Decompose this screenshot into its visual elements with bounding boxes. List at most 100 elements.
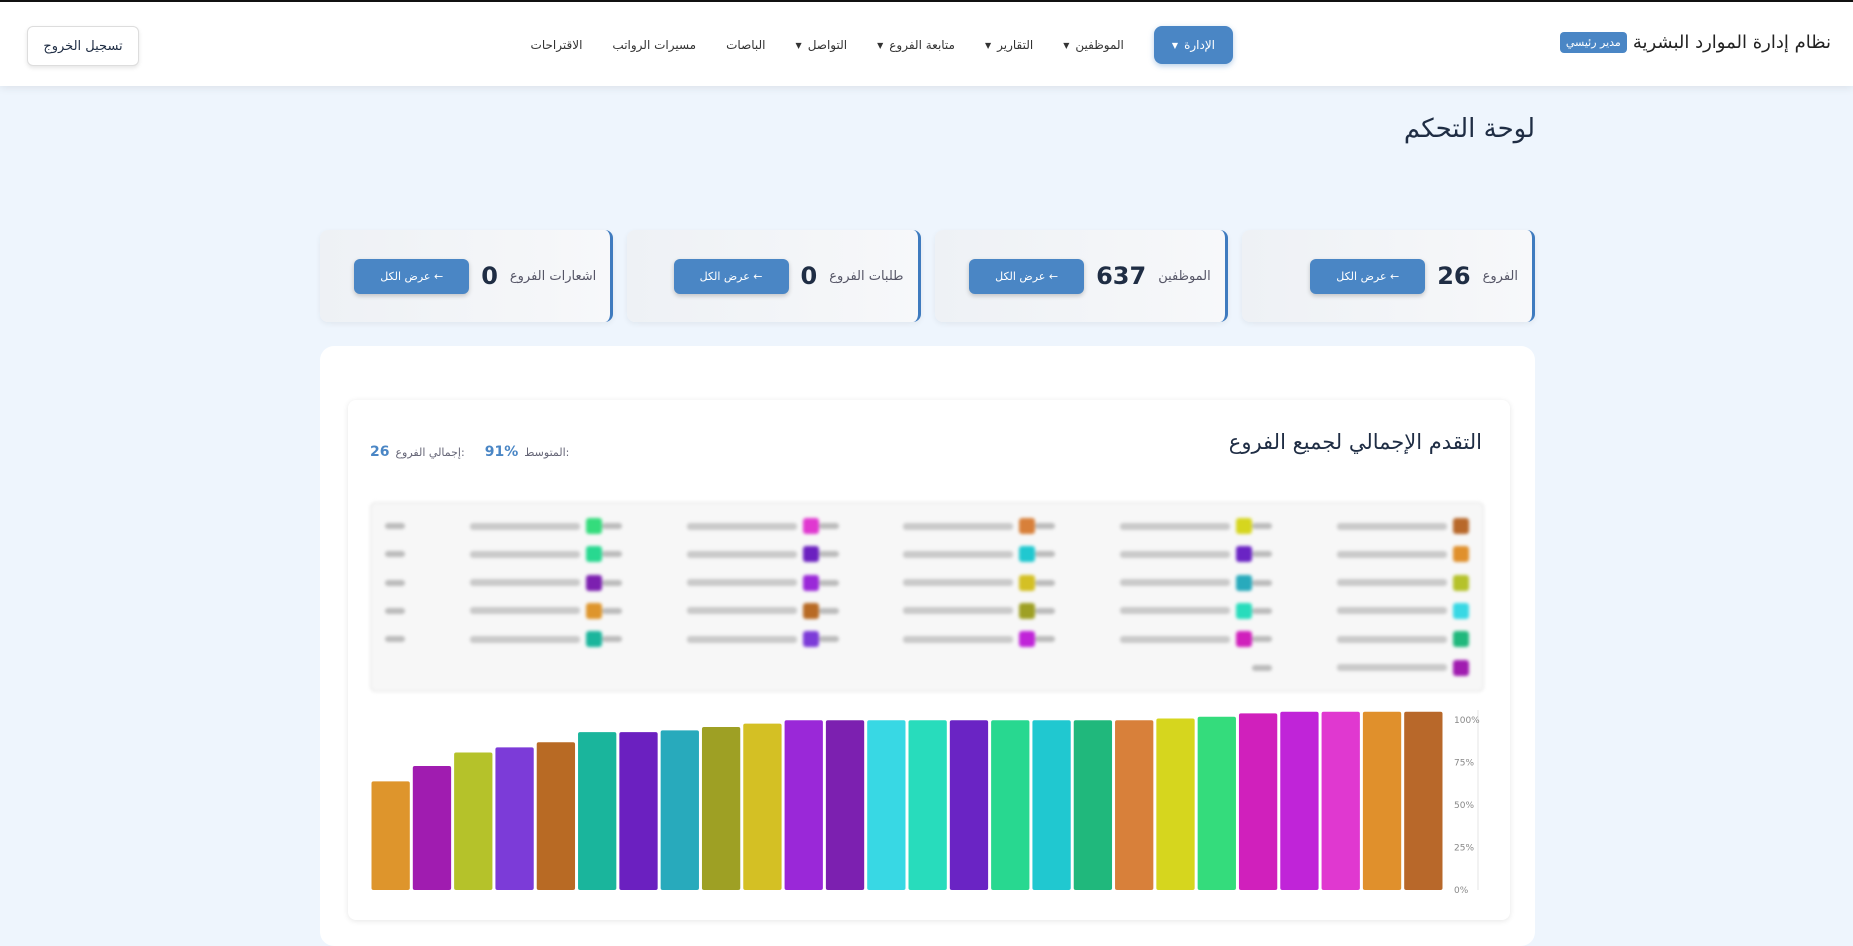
bar[interactable] [1156, 718, 1195, 890]
bar[interactable] [412, 766, 452, 890]
nav-item[interactable]: الموظفين ▼ [1063, 38, 1124, 52]
view-all-button[interactable]: عرض الكل ← [969, 258, 1085, 294]
average-label: المتوسط: [524, 445, 570, 459]
bar[interactable] [1115, 720, 1154, 890]
bar[interactable] [701, 726, 741, 890]
stat-card: طلبات الفروع 0 عرض الكل ← [627, 230, 921, 322]
bar[interactable] [743, 723, 782, 890]
bar[interactable] [949, 720, 989, 890]
nav-item-label: التقارير [997, 38, 1034, 52]
legend-item [385, 574, 602, 592]
nav-item[interactable]: التواصل ▼ [796, 38, 848, 52]
legend-swatch [1019, 631, 1036, 648]
bar[interactable] [495, 747, 534, 890]
y-tick-label: 25% [1454, 844, 1474, 854]
legend-item [1035, 517, 1253, 535]
main-panel: التقدم الإجمالي لجميع الفروع 26 إجمالي ا… [320, 346, 1535, 946]
legend-text-blurred [1120, 635, 1231, 643]
bar[interactable] [991, 720, 1030, 890]
legend-text-blurred [686, 579, 797, 587]
bar[interactable] [825, 720, 865, 890]
legend-item [818, 545, 1036, 563]
legend-item [385, 517, 602, 535]
nav-item[interactable]: الباصات [726, 38, 765, 52]
legend-text-blurred [1120, 522, 1231, 530]
nav-item-label: الإدارة [1184, 38, 1215, 52]
stat-card: اشعارات الفروع 0 عرض الكل ← [320, 230, 614, 322]
legend-swatch [1019, 602, 1036, 619]
bar[interactable] [1073, 720, 1113, 890]
legend-text-blurred [1120, 550, 1231, 558]
legend-item [601, 574, 819, 592]
legend-item [818, 602, 1036, 620]
bar[interactable] [578, 732, 617, 890]
legend-swatch [802, 574, 819, 591]
legend-percent-blurred [1252, 636, 1273, 643]
nav-item-label: الموظفين [1075, 38, 1124, 52]
legend-percent-blurred [1035, 607, 1056, 614]
bar[interactable] [1032, 720, 1071, 890]
legend-percent-blurred [1252, 607, 1273, 614]
bar[interactable] [1238, 713, 1278, 890]
bar[interactable] [784, 720, 823, 890]
bar[interactable] [867, 720, 906, 890]
legend-swatch [585, 546, 602, 563]
legend-item [1252, 602, 1469, 620]
bar[interactable] [660, 730, 699, 890]
legend-percent-blurred [385, 636, 405, 643]
legend-percent-blurred [818, 607, 839, 614]
page-title: لوحة التحكم [1403, 114, 1535, 144]
legend-swatch [1236, 631, 1253, 648]
legend-text-blurred [903, 550, 1014, 558]
view-all-button[interactable]: عرض الكل ← [354, 258, 470, 294]
nav-item[interactable]: متابعة الفروع ▼ [877, 38, 955, 52]
legend-swatch [585, 518, 602, 534]
bar[interactable] [619, 732, 658, 890]
legend-text-blurred [686, 635, 797, 643]
legend-percent-blurred [601, 607, 622, 614]
view-all-button[interactable]: عرض الكل ← [1310, 258, 1426, 294]
bar[interactable] [1404, 711, 1443, 890]
legend-item [601, 517, 819, 535]
view-all-button[interactable]: عرض الكل ← [673, 258, 789, 294]
bar[interactable] [1321, 711, 1360, 890]
legend-item [1035, 630, 1253, 648]
nav-item[interactable]: التقارير ▼ [985, 38, 1033, 52]
bar[interactable] [1280, 711, 1319, 890]
legend-percent-blurred [601, 551, 622, 558]
legend-percent-blurred [818, 579, 839, 586]
legend-item [385, 602, 602, 620]
bar[interactable] [1362, 711, 1402, 890]
legend-item [385, 630, 602, 648]
legend-percent-blurred [818, 551, 839, 558]
legend-swatch [802, 518, 819, 534]
bar[interactable] [454, 752, 493, 890]
legend-item [1252, 630, 1469, 648]
legend-text-blurred [903, 607, 1014, 615]
legend-percent-blurred [601, 523, 622, 529]
legend-item [601, 602, 819, 620]
legend-swatch [1453, 602, 1469, 619]
caret-down-icon: ▼ [877, 40, 884, 50]
logout-button[interactable]: تسجيل الخروج [27, 26, 139, 66]
bar[interactable] [371, 781, 410, 890]
nav-item[interactable]: الاقتراحات [531, 38, 583, 52]
legend-item [1252, 574, 1469, 592]
bar[interactable] [1197, 716, 1236, 890]
legend-text-blurred [686, 550, 797, 558]
legend-swatch [1236, 518, 1253, 534]
nav-item[interactable]: الإدارة ▼ [1153, 26, 1233, 64]
y-tick-label: 0% [1454, 886, 1469, 896]
nav-item[interactable]: مسيرات الرواتب [612, 38, 696, 52]
legend-swatch [1019, 574, 1036, 591]
caret-down-icon: ▼ [795, 40, 802, 50]
legend-percent-blurred [385, 523, 405, 529]
stat-value: 0 [800, 262, 818, 290]
stat-value: 0 [481, 262, 498, 290]
legend-percent-blurred [601, 636, 622, 643]
nav-item-label: الباصات [726, 38, 766, 52]
bar[interactable] [536, 742, 576, 890]
bar[interactable] [908, 720, 947, 890]
legend-percent-blurred [818, 523, 839, 529]
progress-stats: 26 إجمالي الفروع: 91% المتوسط: [370, 444, 569, 460]
